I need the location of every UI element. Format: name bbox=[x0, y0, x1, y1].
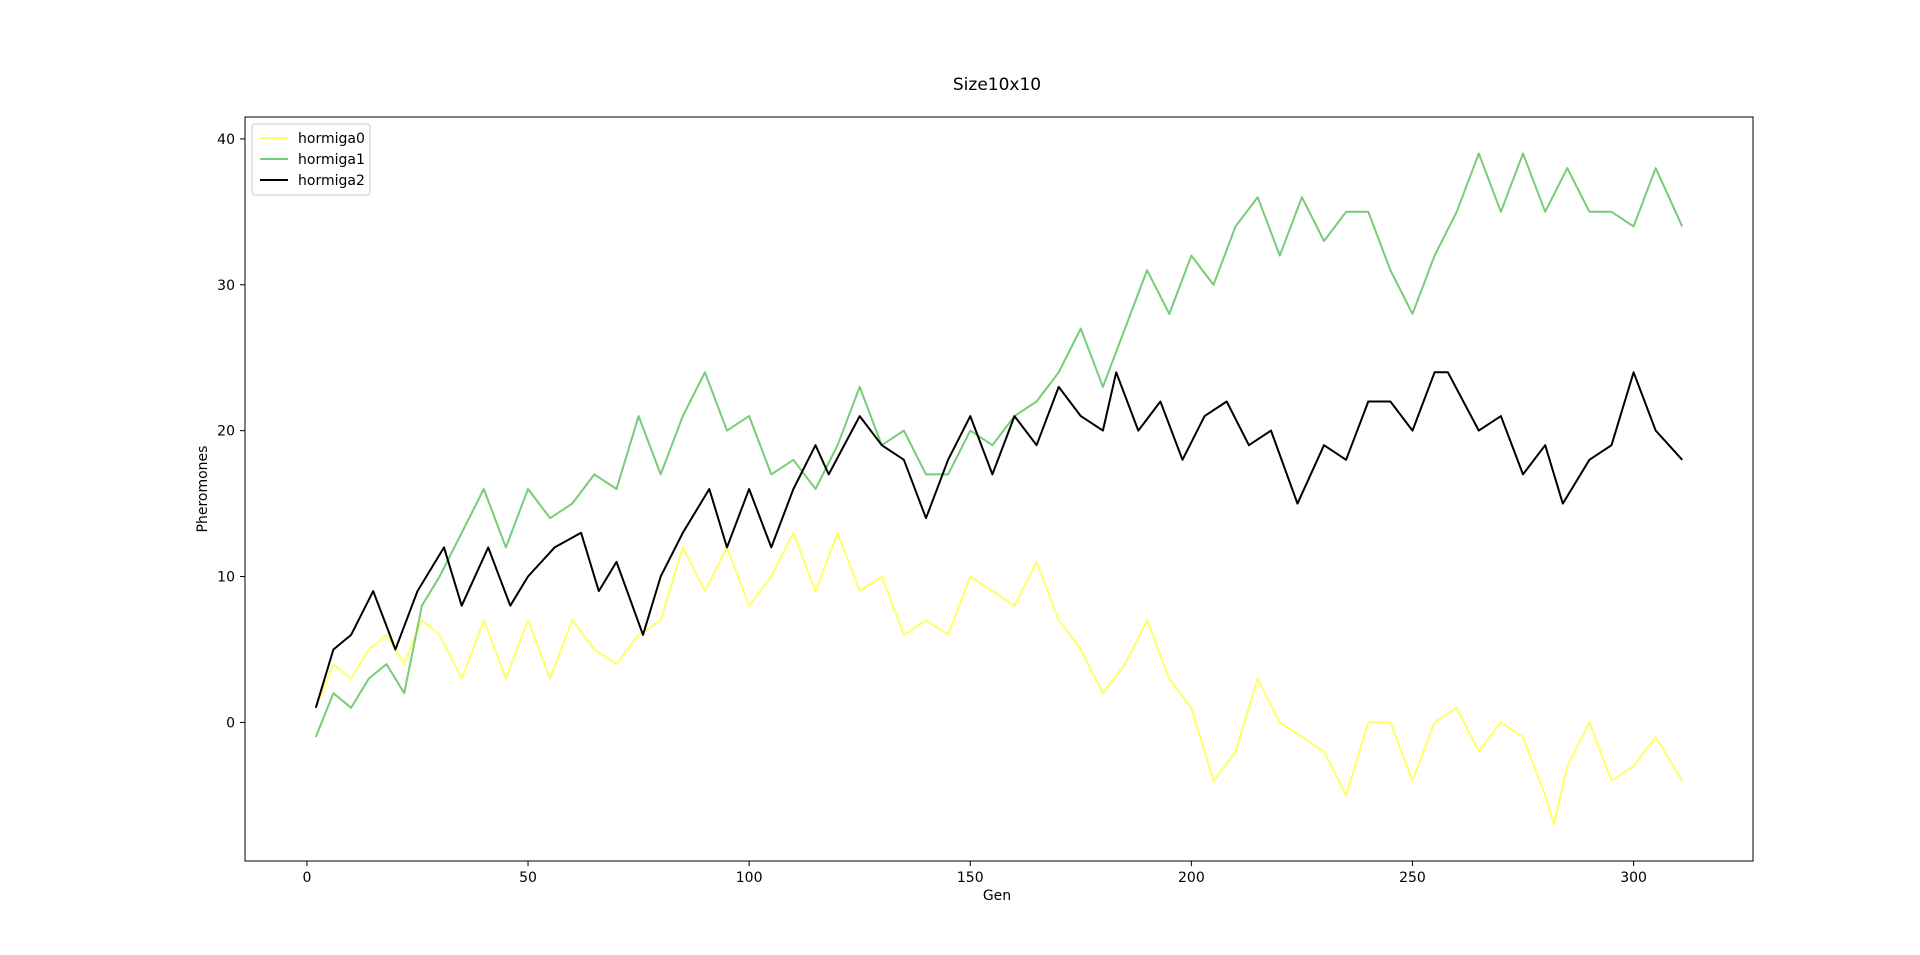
legend-box bbox=[251, 123, 371, 196]
x-tick-label: 50 bbox=[519, 870, 537, 886]
x-axis-label: Gen bbox=[983, 888, 1011, 904]
x-tick-label: 250 bbox=[1399, 870, 1426, 886]
legend: hormiga0 hormiga1 hormiga2 bbox=[251, 123, 371, 196]
y-tick-label: 10 bbox=[217, 570, 235, 586]
plot-frame bbox=[244, 116, 1754, 862]
series-layer bbox=[314, 152, 1684, 826]
y-tick-label: 30 bbox=[217, 278, 235, 294]
y-tick-label: 40 bbox=[217, 132, 235, 148]
y-tick-label: 20 bbox=[217, 424, 235, 440]
legend-label-hormiga1: hormiga1 bbox=[298, 152, 365, 168]
series-line-hormiga0 bbox=[314, 531, 1684, 826]
y-tick-label: 0 bbox=[226, 715, 235, 731]
y-axis-label: Pheromones bbox=[195, 446, 211, 533]
y-axis: 0 10 20 30 40 bbox=[217, 132, 245, 731]
x-tick-label: 0 bbox=[302, 870, 311, 886]
series-line-hormiga1 bbox=[314, 152, 1684, 738]
x-tick-label: 100 bbox=[736, 870, 763, 886]
x-tick-label: 150 bbox=[957, 870, 984, 886]
legend-label-hormiga0: hormiga0 bbox=[298, 131, 365, 147]
x-tick-label: 200 bbox=[1178, 870, 1205, 886]
x-tick-label: 300 bbox=[1620, 870, 1647, 886]
series-line-hormiga2 bbox=[314, 371, 1683, 709]
x-axis: 0 50 100 150 200 250 300 bbox=[302, 861, 1647, 886]
chart-title: Size10x10 bbox=[953, 75, 1041, 95]
legend-label-hormiga2: hormiga2 bbox=[298, 173, 365, 189]
